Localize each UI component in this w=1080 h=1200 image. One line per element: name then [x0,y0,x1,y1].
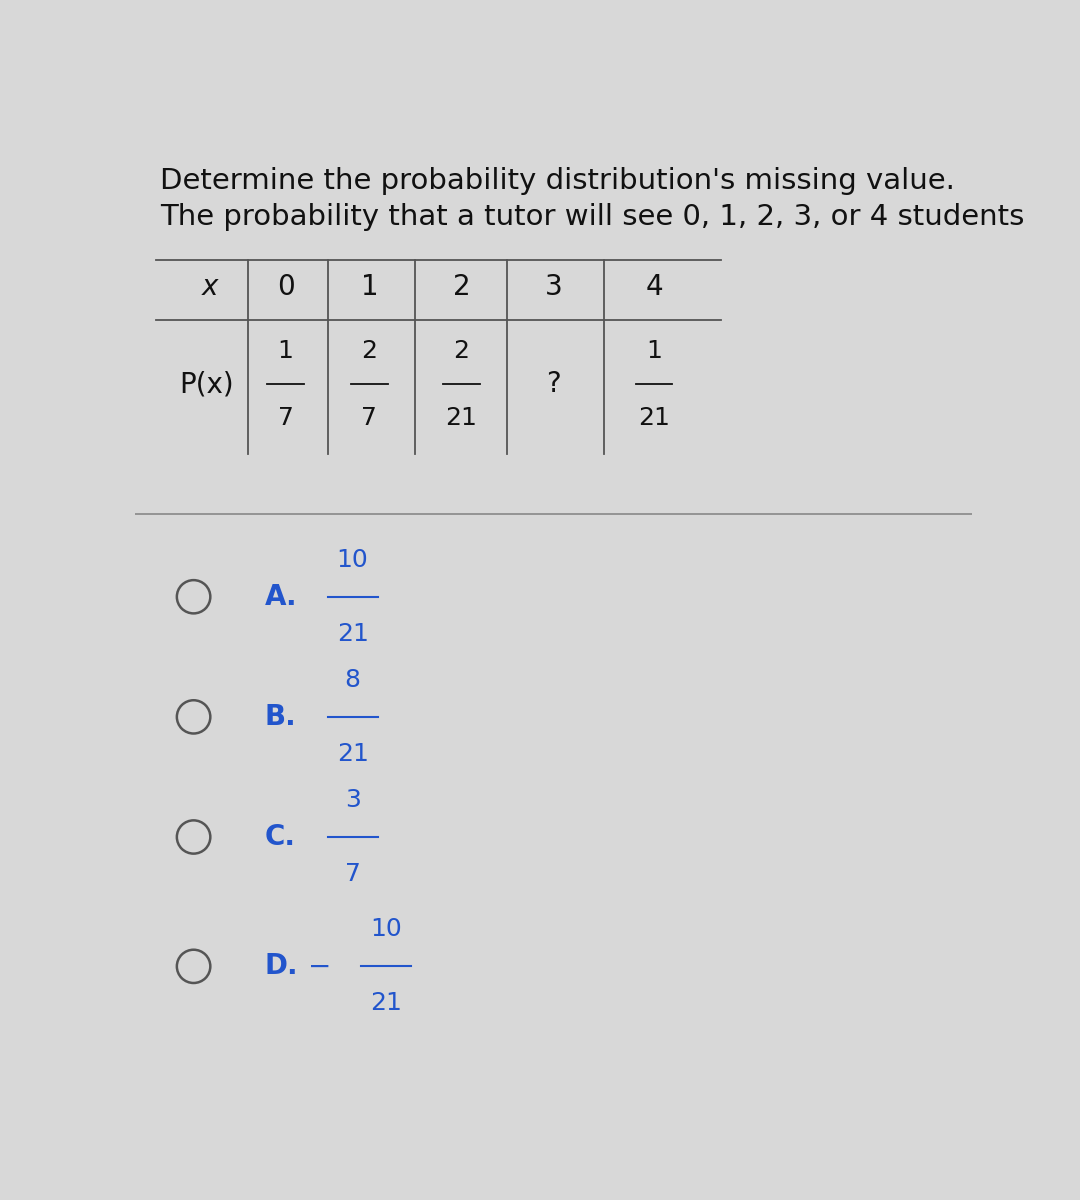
Text: P(x): P(x) [179,371,233,398]
Text: 10: 10 [337,547,368,571]
Text: Determine the probability distribution's missing value.: Determine the probability distribution's… [160,167,955,194]
Text: 2: 2 [453,274,470,301]
Text: A.: A. [265,583,297,611]
Text: 21: 21 [445,406,477,430]
Text: B.: B. [265,703,297,731]
Text: 21: 21 [337,742,368,766]
Text: 21: 21 [638,406,670,430]
Text: D.: D. [265,953,298,980]
Text: 8: 8 [345,668,361,692]
Text: 1: 1 [278,338,294,362]
Text: 10: 10 [370,917,402,941]
Text: 0: 0 [276,274,295,301]
Text: 1: 1 [646,338,662,362]
Text: 7: 7 [362,406,377,430]
Text: The probability that a tutor will see 0, 1, 2, 3, or 4 students: The probability that a tutor will see 0,… [160,203,1025,230]
Text: 4: 4 [645,274,663,301]
Text: 1: 1 [361,274,378,301]
Text: x: x [202,274,218,301]
Text: ?: ? [546,371,561,398]
Text: C.: C. [265,823,296,851]
Text: 2: 2 [454,338,470,362]
Text: 21: 21 [370,991,402,1015]
Text: 3: 3 [345,788,361,812]
Text: 7: 7 [345,862,361,886]
Text: 7: 7 [278,406,294,430]
Text: −: − [308,953,330,980]
Text: 3: 3 [544,274,563,301]
Text: 2: 2 [362,338,377,362]
Text: 21: 21 [337,622,368,646]
